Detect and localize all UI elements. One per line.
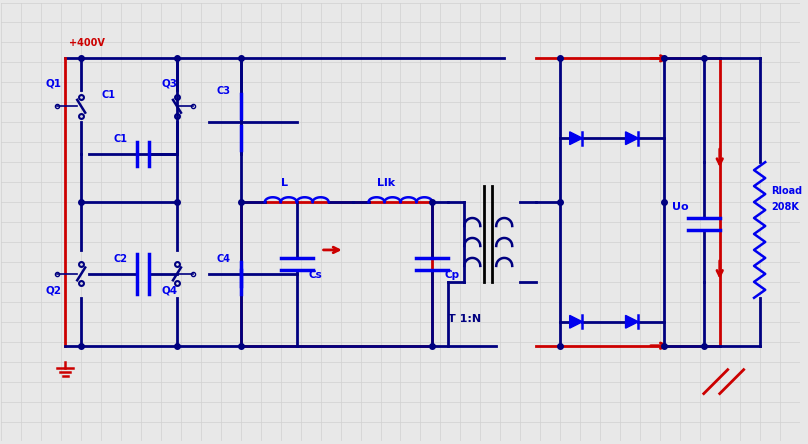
Text: C2: C2: [113, 254, 127, 264]
Text: C1: C1: [101, 90, 116, 100]
Text: C3: C3: [217, 86, 231, 96]
Text: L: L: [280, 178, 288, 188]
Polygon shape: [625, 315, 638, 328]
Polygon shape: [625, 132, 638, 145]
Text: Q4: Q4: [161, 286, 177, 296]
Polygon shape: [570, 315, 583, 328]
Text: Cs: Cs: [309, 270, 322, 280]
Text: C1: C1: [113, 134, 127, 144]
Text: Q1: Q1: [45, 78, 61, 88]
Polygon shape: [570, 132, 583, 145]
Text: Rload: Rload: [772, 186, 802, 196]
Text: Cp: Cp: [444, 270, 460, 280]
Text: 208K: 208K: [772, 202, 799, 212]
Text: T 1:N: T 1:N: [448, 314, 482, 324]
Text: Q2: Q2: [45, 286, 61, 296]
Text: Q3: Q3: [161, 78, 177, 88]
Text: Uo: Uo: [671, 202, 688, 212]
Text: Llk: Llk: [377, 178, 394, 188]
Text: C4: C4: [217, 254, 231, 264]
Text: +400V: +400V: [69, 39, 105, 48]
